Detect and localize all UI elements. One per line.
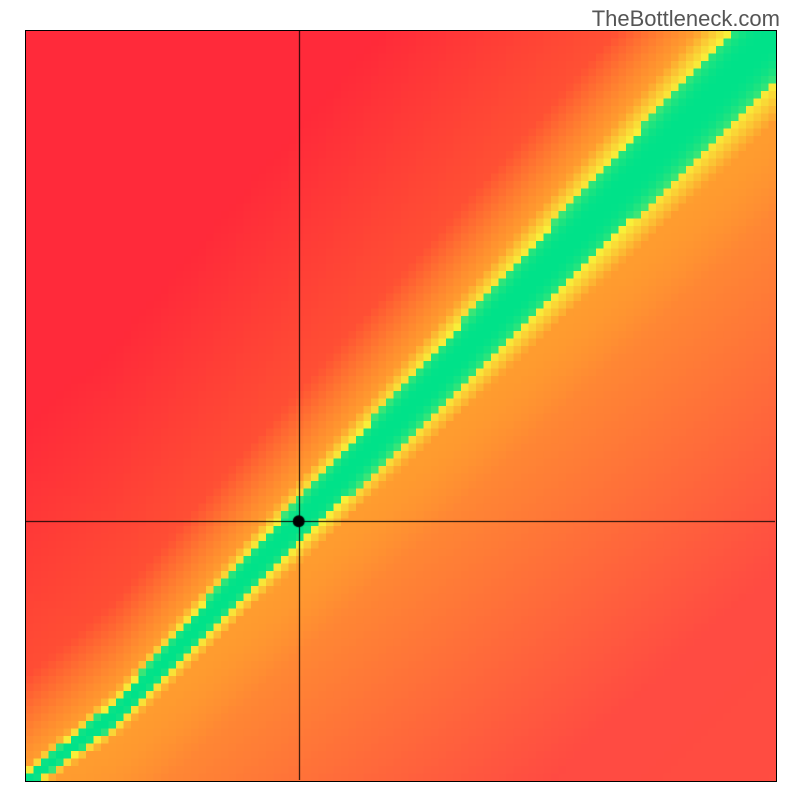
watermark-text: TheBottleneck.com [592,6,780,32]
chart-container: TheBottleneck.com [0,0,800,800]
bottleneck-heatmap [25,30,777,782]
